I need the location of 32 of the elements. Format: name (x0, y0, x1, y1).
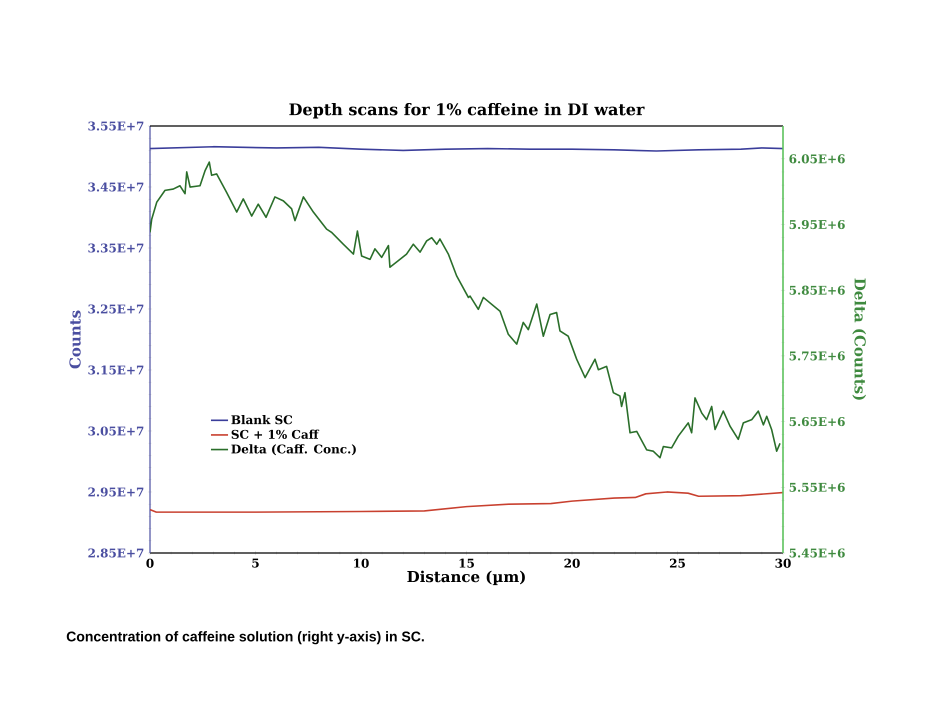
y2-tick-label: 5.45E+6 (790, 548, 845, 558)
line-series (150, 491, 783, 513)
y2-axis-title: Delta (Counts) (852, 278, 866, 400)
y-axis-title: Counts (69, 310, 81, 368)
y2-tick-label: 5.95E+6 (790, 220, 845, 230)
legend-label: Delta (Caff. Conc.) (231, 444, 356, 456)
y2-tick-label: 5.85E+6 (790, 286, 845, 295)
y2-tick-label: 6.05E+6 (789, 154, 845, 164)
x-tick-label: 20 (564, 558, 580, 568)
chart-title: Depth scans for 1% caffeine in DI water (289, 102, 645, 118)
y-tick-label: 3.35E+7 (88, 243, 144, 253)
y-tick-label: 2.85E+7 (88, 548, 144, 558)
x-tick-label: 30 (775, 558, 791, 568)
y-tick-label: 3.25E+7 (88, 304, 144, 314)
y-tick-label: 3.15E+7 (88, 365, 144, 375)
x-tick-label: 10 (354, 558, 369, 568)
y2-tick-label: 5.75E+6 (790, 351, 845, 360)
x-tick-label: 5 (252, 558, 259, 568)
y-tick-label: 3.45E+7 (88, 182, 144, 192)
x-tick-label: 15 (460, 558, 474, 568)
x-axis-title: Distance (µm) (407, 570, 525, 586)
y2-tick-label: 5.55E+6 (790, 482, 845, 492)
y-tick-label: 3.55E+7 (88, 121, 144, 131)
line-series (150, 161, 781, 459)
x-tick-label: 25 (670, 558, 685, 568)
y2-tick-label: 5.65E+6 (790, 417, 845, 426)
text: Concentration of caffeine solution (right y-axis) in SC. (66, 631, 424, 644)
y-tick-label: 2.95E+7 (88, 487, 144, 497)
legend-label: Blank SC (231, 415, 292, 424)
legend-label: SC + 1% Caff (232, 430, 320, 439)
x-tick-label: 0 (146, 558, 154, 568)
y-tick-label: 3.05E+7 (88, 426, 144, 436)
